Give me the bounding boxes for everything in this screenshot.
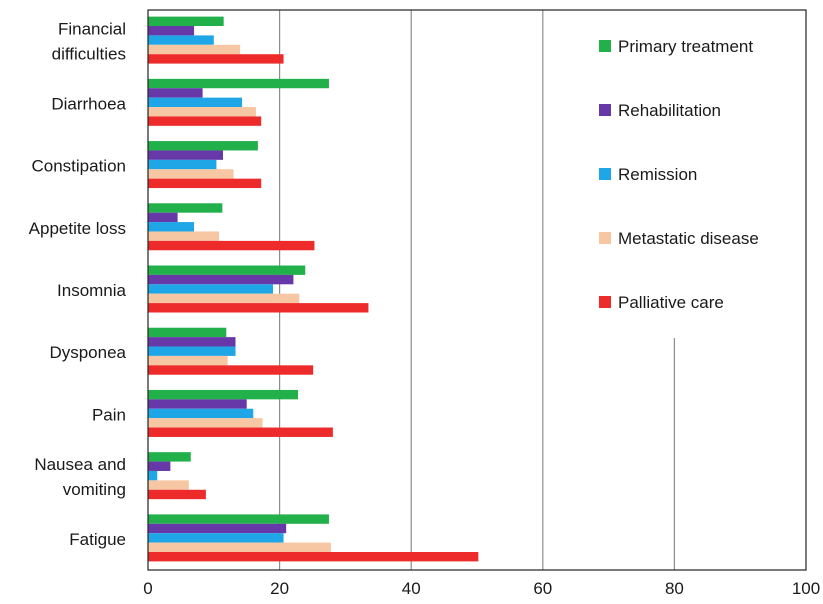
x-tick-label: 100 — [792, 579, 820, 598]
bar — [148, 150, 224, 160]
bar — [148, 533, 284, 543]
legend-label: Metastatic disease — [618, 229, 759, 248]
x-axis-ticks: 0 20 40 60 80 100 — [143, 579, 820, 598]
bar — [148, 274, 294, 285]
gridlines — [279, 10, 676, 570]
category-label: Pain — [92, 405, 126, 424]
bar — [148, 16, 224, 27]
legend-swatch — [599, 104, 611, 116]
bar — [148, 303, 369, 313]
bar — [148, 355, 228, 366]
category-label: Dysponea — [49, 343, 126, 362]
bar — [148, 212, 178, 223]
bar — [148, 337, 236, 347]
bar — [148, 107, 256, 117]
x-tick-label: 0 — [143, 579, 152, 598]
bar — [148, 461, 171, 471]
legend-swatch — [599, 232, 611, 244]
category-label: Financial difficulties — [52, 20, 126, 64]
legend-swatch — [599, 40, 611, 52]
bar — [148, 159, 217, 170]
category-label: Fatigue — [69, 530, 126, 549]
bar — [148, 44, 241, 55]
x-tick-label: 60 — [533, 579, 552, 598]
x-tick-label: 20 — [270, 579, 289, 598]
bar — [148, 284, 274, 294]
bars — [148, 16, 479, 562]
bar — [148, 523, 287, 534]
bar — [148, 222, 195, 232]
bar — [148, 365, 314, 375]
bar — [148, 240, 315, 251]
bar — [148, 169, 234, 179]
bar — [148, 427, 333, 437]
bar — [148, 399, 247, 409]
category-labels: Fatigue Nausea and vomiting Pain Dysponea Ins… — [29, 20, 127, 549]
bar — [148, 489, 206, 500]
bar — [148, 265, 306, 275]
bar — [148, 542, 331, 552]
legend: Primary treatment Rehabilitation Remission… — [599, 37, 759, 312]
bar — [148, 231, 220, 241]
bar — [148, 418, 263, 428]
bar — [148, 389, 299, 400]
bar — [148, 327, 227, 338]
x-tick-label: 80 — [665, 579, 684, 598]
legend-label: Rehabilitation — [618, 101, 721, 120]
bar — [148, 203, 223, 213]
plot-area-frame — [147, 9, 807, 571]
bar — [148, 408, 254, 419]
legend-swatch — [599, 296, 611, 308]
bar — [148, 35, 214, 45]
bar — [148, 88, 203, 98]
bar — [148, 78, 329, 89]
bar — [148, 514, 329, 524]
category-label: Appetite loss — [29, 219, 126, 238]
bar — [148, 97, 243, 108]
x-tick-label: 40 — [402, 579, 421, 598]
category-label: Nausea and vomiting — [34, 455, 126, 499]
bar — [148, 178, 262, 189]
bar — [148, 452, 191, 462]
legend-label: Remission — [618, 165, 697, 184]
bar — [148, 551, 479, 562]
bar — [148, 480, 189, 490]
bar — [148, 141, 258, 151]
category-label: Diarrhoea — [51, 94, 126, 113]
bar — [148, 54, 284, 64]
bar — [148, 293, 300, 304]
category-label: Insomnia — [57, 281, 127, 300]
legend-swatch — [599, 168, 611, 180]
category-label: Constipation — [31, 157, 126, 176]
bar — [148, 346, 236, 356]
legend-label: Primary treatment — [618, 37, 753, 56]
bar — [148, 470, 158, 481]
bar — [148, 26, 195, 36]
legend-label: Palliative care — [618, 293, 724, 312]
bar — [148, 116, 262, 126]
